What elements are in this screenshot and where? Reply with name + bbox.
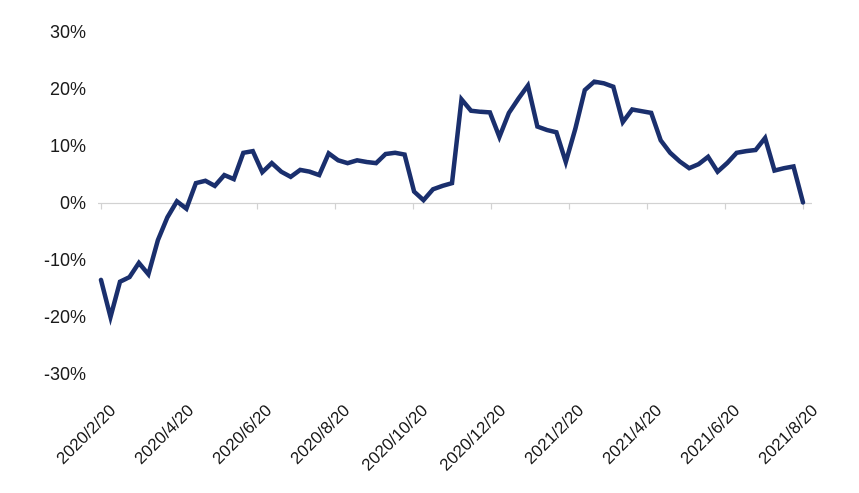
y-axis-label: -30%: [43, 364, 86, 384]
y-axis-label: 0%: [59, 193, 86, 213]
data-line-series: [98, 79, 806, 326]
y-axis-label: -20%: [43, 307, 86, 327]
y-axis-label: 20%: [49, 79, 86, 99]
x-axis-tick-marks: [100, 203, 805, 210]
y-axis-label: -10%: [43, 250, 86, 270]
y-axis-label: 30%: [49, 22, 86, 42]
y-axis-label: 10%: [49, 136, 86, 156]
